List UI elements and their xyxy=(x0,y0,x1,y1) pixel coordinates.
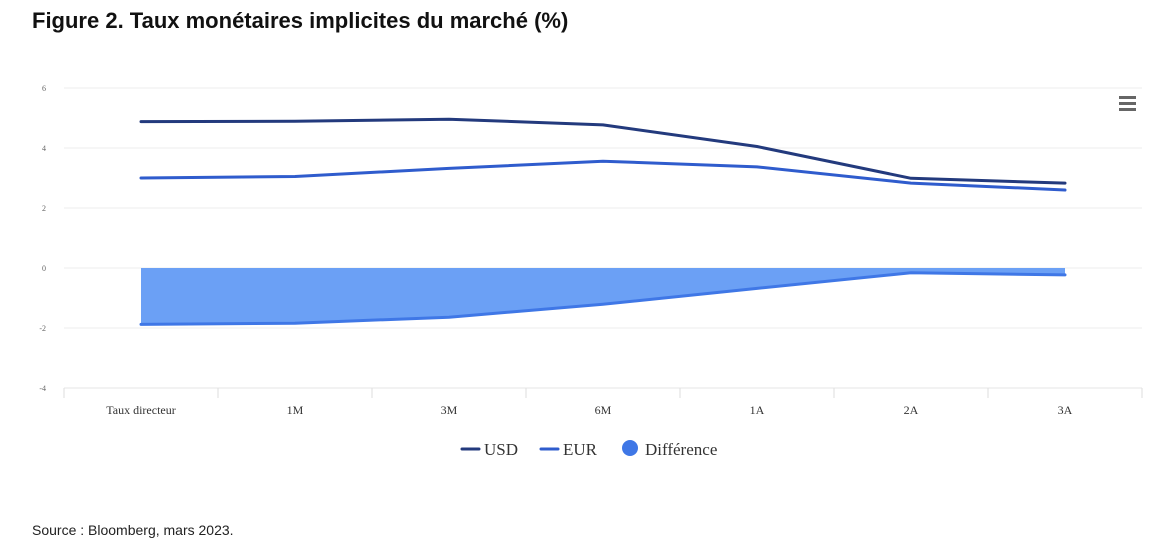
market-rates-chart: -4 -2 0 2 4 6 Taux directeur 1M 3M 6M 1A 2A 3A USD EU… xyxy=(39,84,1143,459)
legend-label: EUR xyxy=(563,440,598,459)
legend-item-différence[interactable]: Différence xyxy=(622,440,717,459)
grid-layer xyxy=(64,87,1142,389)
y-tick-label: -4 xyxy=(39,384,46,393)
x-tick-label: 3M xyxy=(441,403,458,417)
difference-line xyxy=(139,271,1067,326)
eur-line xyxy=(139,159,1067,192)
legend-label: Différence xyxy=(645,440,717,459)
difference-area xyxy=(141,268,1065,325)
y-tick-label: -2 xyxy=(39,324,46,333)
usd-line xyxy=(139,117,1067,185)
y-tick-label: 4 xyxy=(42,144,46,153)
x-tick-label: 3A xyxy=(1058,403,1073,417)
x-tick-label: 2A xyxy=(904,403,919,417)
x-tick-label: 6M xyxy=(595,403,612,417)
axis-layer: -4 -2 0 2 4 6 Taux directeur 1M 3M 6M 1A 2A 3A xyxy=(39,84,1143,417)
legend-item-eur[interactable]: EUR xyxy=(539,440,598,459)
y-tick-label: 2 xyxy=(42,204,46,213)
x-tick-label: 1A xyxy=(750,403,765,417)
chart-container: -4 -2 0 2 4 6 Taux directeur 1M 3M 6M 1A 2A 3A USD EU… xyxy=(0,60,1149,480)
series-layer xyxy=(139,117,1067,326)
hamburger-line xyxy=(1119,96,1136,99)
hamburger-line xyxy=(1119,108,1136,111)
y-tick-label: 0 xyxy=(42,264,46,273)
x-tick-label: Taux directeur xyxy=(106,403,175,417)
y-tick-label: 6 xyxy=(42,84,46,93)
figure-title: Figure 2. Taux monétaires implicites du … xyxy=(32,8,569,33)
legend-label: USD xyxy=(484,440,518,459)
x-tick-label: 1M xyxy=(287,403,304,417)
legend-item-usd[interactable]: USD xyxy=(460,440,518,459)
hamburger-line xyxy=(1119,102,1136,105)
legend-layer[interactable]: USD EUR Différence xyxy=(460,440,717,459)
hamburger-icon[interactable] xyxy=(1116,92,1140,114)
legend-circle-marker xyxy=(622,440,638,456)
source-note: Source : Bloomberg, mars 2023. xyxy=(32,522,234,538)
